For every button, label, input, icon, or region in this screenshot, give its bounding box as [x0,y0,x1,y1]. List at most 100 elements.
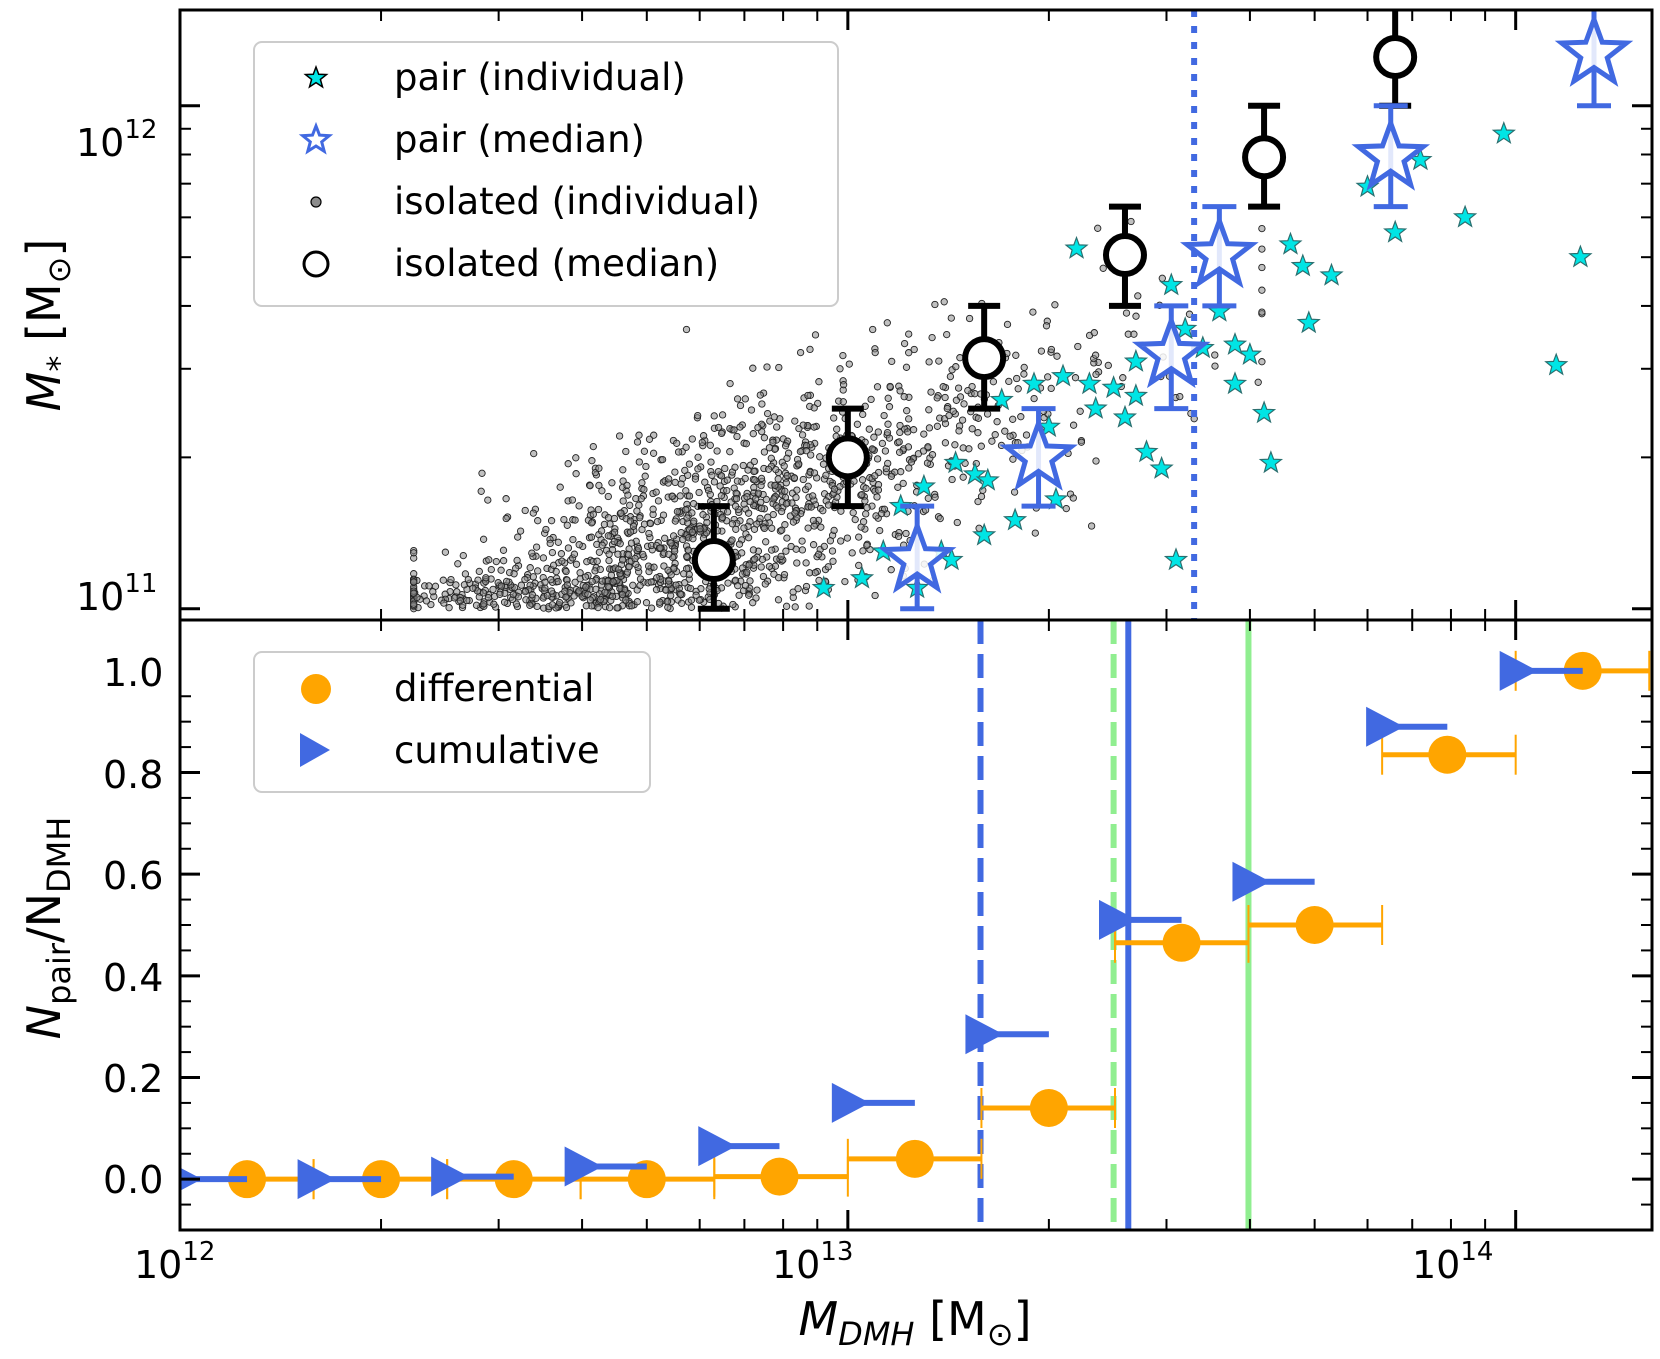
isolated-individual-point [464,575,472,584]
isolated-individual-point [685,460,694,468]
isolated-individual-point [1087,522,1096,530]
isolated-individual-point [767,454,775,462]
isolated-individual-point [717,429,726,438]
isolated-individual-point [499,546,508,554]
isolated-individual-point [896,428,904,437]
isolated-individual-point [754,423,762,432]
isolated-individual-point [694,465,702,473]
isolated-individual-point [899,479,907,488]
isolated-individual-point [706,441,714,449]
isolated-individual-point [826,537,835,545]
cumulative-point [965,1014,1004,1055]
isolated-individual-point [708,471,716,479]
isolated-individual-point [555,598,564,607]
isolated-individual-point [656,544,664,552]
isolated-individual-point [839,381,848,389]
cumulative-point [431,1156,470,1197]
isolated-individual-point [925,424,934,432]
legend-label-isolated-median: isolated (median) [394,242,719,285]
isolated-individual-point [763,409,772,418]
bottom-ytick-label-0: 0.0 [103,1158,163,1202]
isolated-individual-point [475,567,483,576]
isolated-individual-point [478,469,486,477]
isolated-individual-point [692,591,700,599]
pair-individual-point [1237,341,1263,365]
isolated-individual-point [749,546,758,554]
isolated-individual-point [502,495,510,503]
isolated-individual-point [626,517,635,525]
isolated-individual-point [526,564,534,572]
pair-individual-point [975,467,1000,491]
isolated-individual-point [703,518,711,527]
isolated-individual-point [502,577,511,586]
isolated-individual-point [809,492,817,500]
isolated-individual-point [653,574,661,582]
isolated-individual-point [798,537,806,545]
isolated-individual-point [837,537,845,545]
isolated-individual-point [947,314,955,322]
isolated-individual-point [633,598,642,606]
isolated-individual-point [691,475,700,483]
isolated-individual-point [516,527,525,535]
isolated-individual-point [790,474,799,482]
isolated-individual-point [894,532,903,541]
isolated-individual-point [768,546,776,554]
isolated-individual-point [903,407,911,415]
isolated-individual-point [802,559,810,567]
isolated-individual-point [605,604,614,612]
isolated-individual-point [699,511,707,519]
pair-individual-point [1064,235,1089,259]
svg-text:1011: 1011 [76,569,157,619]
isolated-individual-point [1074,342,1082,351]
isolated-individual-point [636,514,644,522]
isolated-individual-point [859,410,867,419]
isolated-individual-point [845,360,853,368]
isolated-individual-point [562,603,571,612]
pair-individual-point [972,522,997,546]
isolated-individual-point [556,483,564,491]
pair-individual-point [1123,383,1149,407]
isolated-individual-point [787,542,795,551]
isolated-individual-point [993,418,1001,426]
isolated-individual-point [798,546,807,554]
isolated-individual-point [873,383,882,391]
isolated-individual-point [940,298,948,306]
isolated-individual-point [1094,224,1102,232]
bottom-panel-marks [180,620,1651,1230]
isolated-individual-point [810,469,819,477]
isolated-individual-point [445,604,453,612]
isolated-individual-point [652,488,660,496]
isolated-individual-point [983,410,992,418]
isolated-individual-point [642,462,650,471]
isolated-individual-point [802,447,810,455]
isolated-individual-point [622,596,630,604]
top-legend-box [253,41,839,307]
isolated-individual-point [836,365,844,373]
differential-point [760,1157,799,1196]
isolated-individual-point [623,481,631,490]
cumulative-point [564,1146,603,1187]
isolated-individual-point [902,529,910,538]
isolated-individual-point [685,492,694,500]
isolated-individual-point [855,561,863,570]
isolated-individual-point [665,550,673,558]
isolated-individual-point [804,524,812,532]
isolated-individual-point [682,443,690,451]
isolated-individual-point [698,438,706,447]
isolated-individual-point [964,386,972,395]
isolated-individual-point [1020,370,1028,378]
isolated-individual-point [461,570,470,578]
isolated-individual-point [1134,292,1142,300]
isolated-individual-point [671,517,679,525]
isolated-individual-point [616,540,624,548]
isolated-individual-point [876,526,884,535]
isolated-individual-point [809,541,818,549]
isolated-individual-point [1047,384,1055,393]
isolated-individual-point [989,378,998,386]
isolated-individual-point [871,591,879,600]
isolated-individual-point [645,435,654,443]
isolated-individual-point [946,372,955,381]
isolated-individual-point [723,486,731,495]
pair-individual-point [811,575,836,599]
isolated-individual-point [688,528,697,536]
